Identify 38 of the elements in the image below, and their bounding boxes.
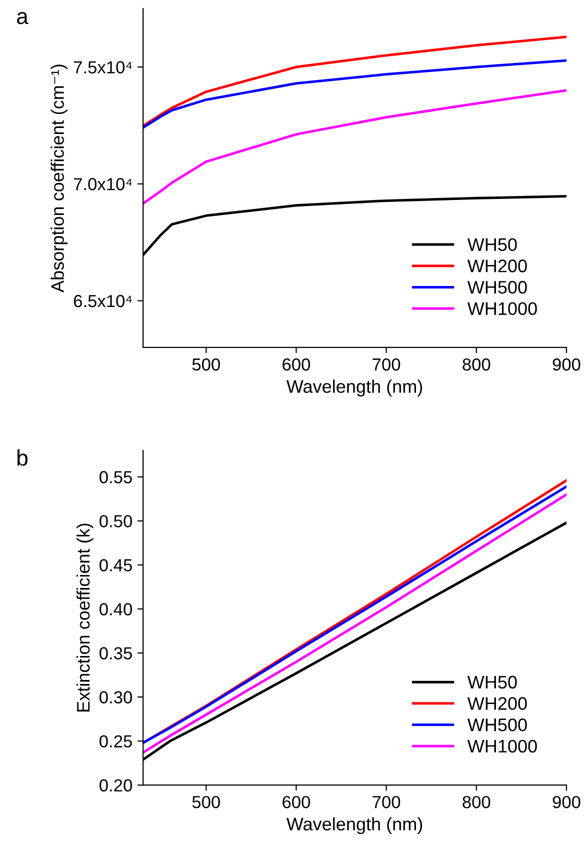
x-tick-label: 800: [462, 796, 490, 808]
legend-label: WH500: [467, 718, 527, 732]
x-tick-label: 900: [552, 796, 580, 808]
y-tick-label: 0.20: [100, 779, 132, 792]
chart-title: a: [17, 12, 28, 24]
line-series: [143, 59, 566, 129]
legend-label: WH1000: [467, 302, 537, 316]
legend-label: WH500: [467, 280, 527, 294]
chart-title: b: [17, 449, 28, 466]
y-tick-label: 7.0x10⁴: [74, 178, 132, 190]
y-tick-label: 7.5x10⁴: [74, 61, 132, 74]
line-series: [143, 36, 566, 128]
x-tick-label: 600: [282, 358, 310, 371]
legend-label: WH50: [467, 676, 517, 689]
legend-label: WH200: [467, 697, 527, 710]
y-tick-label: 0.25: [100, 735, 132, 748]
x-tick-label: 600: [282, 796, 310, 808]
x-tick-label: 500: [192, 796, 220, 808]
y-axis-title: Absorption coefficient (cm⁻¹): [50, 64, 68, 292]
y-tick-label: 0.50: [100, 515, 132, 528]
x-tick-label: 700: [372, 796, 400, 808]
x-tick-label: 700: [372, 358, 400, 371]
y-tick-label: 0.40: [100, 603, 132, 616]
line-series: [143, 89, 566, 205]
y-tick-label: 0.30: [100, 691, 132, 704]
y-tick-label: 0.45: [100, 559, 132, 572]
x-tick-label: 800: [462, 358, 490, 371]
x-axis-title: Wavelength (nm): [286, 380, 422, 396]
legend-label: WH50: [467, 238, 517, 251]
y-axis-title: Extinction coefficient (k): [76, 524, 94, 712]
y-tick-label: 0.55: [100, 471, 132, 484]
x-axis-title: Wavelength (nm): [286, 817, 422, 834]
legend-label: WH1000: [467, 740, 537, 753]
x-tick-label: 900: [552, 358, 580, 371]
y-tick-label: 6.5x10⁴: [74, 294, 132, 308]
x-tick-label: 500: [192, 358, 220, 371]
y-tick-label: 0.35: [100, 647, 132, 660]
legend-label: WH200: [467, 260, 527, 272]
